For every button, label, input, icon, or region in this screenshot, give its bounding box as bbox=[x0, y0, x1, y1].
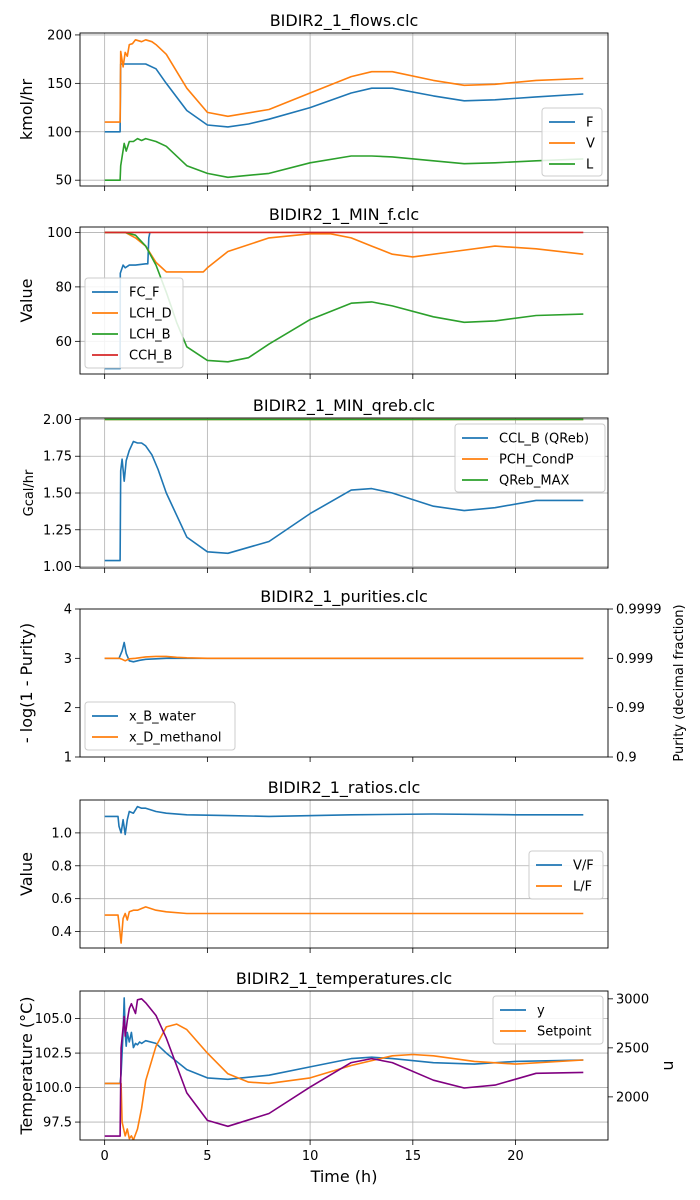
y-axis-label: Value bbox=[17, 279, 36, 323]
subplot-2: 60 80 100 BIDIR2_1_MIN_f.clc Value FC_F LCH_D L… bbox=[17, 205, 609, 379]
y-tick-label: 4 bbox=[64, 603, 72, 618]
y-right-tick-label: 0.99 bbox=[616, 701, 645, 716]
axes-frame bbox=[79, 990, 609, 1141]
subplot-4: 1 2 3 4 0.9 0.99 0.999 0.9999 BIDIR2_1_purities.… bbox=[17, 587, 687, 766]
axes-frame bbox=[79, 417, 609, 569]
legend-entry-label: L/F bbox=[573, 880, 592, 895]
subplot-6: 0 5 10 15 20 97.5 100.0 102.5 105.0 2000 2500 3000 B… bbox=[17, 969, 677, 1186]
legend-entry-label: FC_F bbox=[129, 286, 160, 301]
series-line-u bbox=[104, 997, 584, 1137]
subplot-title: BIDIR2_1_ratios.clc bbox=[268, 778, 421, 798]
y-tick-label: 100.0 bbox=[35, 1081, 72, 1096]
subplot-3: 1.00 1.25 1.50 1.75 2.00 BIDIR2_1_MIN_qreb.cl… bbox=[22, 396, 609, 575]
y-axis-right-label: u bbox=[658, 1060, 677, 1070]
legend-entry-label: L bbox=[586, 158, 594, 173]
y-tick-label: 2 bbox=[64, 701, 72, 716]
series-line-v bbox=[104, 38, 584, 123]
series-line-x-d-methanol bbox=[104, 655, 584, 662]
y-tick-label: 1 bbox=[64, 751, 72, 766]
y-right-tick-label: 0.9 bbox=[616, 751, 637, 766]
y-axis-label: Gcal/hr bbox=[22, 469, 37, 516]
x-tick-label: 15 bbox=[405, 1149, 422, 1164]
legend-entry-label: Setpoint bbox=[537, 1025, 592, 1040]
subplot-5: 0.4 0.6 0.8 1.0 BIDIR2_1_ratios.clc Value V/F L… bbox=[17, 778, 609, 953]
y-tick-label: 0.8 bbox=[51, 859, 72, 874]
y-tick-label: 150 bbox=[47, 77, 72, 92]
y-tick-label: 97.5 bbox=[43, 1116, 72, 1131]
legend-entry-label: F bbox=[586, 116, 593, 131]
subplot-title: BIDIR2_1_temperatures.clc bbox=[236, 969, 452, 989]
legend-entry-label: LCH_B bbox=[129, 328, 171, 343]
y-tick-label: 80 bbox=[55, 280, 72, 295]
axes-frame bbox=[79, 799, 609, 949]
y-right-tick-label: 0.999 bbox=[616, 652, 653, 667]
series-line-v-f bbox=[104, 805, 584, 836]
y-axis-label: kmol/hr bbox=[17, 78, 36, 140]
y-axis-label: Temperature (°C) bbox=[17, 996, 36, 1135]
legend-entry-label: LCH_D bbox=[129, 307, 172, 322]
x-tick-label: 5 bbox=[203, 1149, 211, 1164]
y-tick-label: 2.00 bbox=[43, 413, 72, 428]
y-tick-label: 1.75 bbox=[43, 450, 72, 465]
x-tick-label: 10 bbox=[302, 1149, 319, 1164]
subplot-title: BIDIR2_1_flows.clc bbox=[270, 11, 419, 31]
y-tick-label: 100 bbox=[47, 226, 72, 241]
y-axis-label: Value bbox=[17, 852, 36, 896]
y-axis-label: - log(1 - Purity) bbox=[17, 623, 36, 743]
legend: FC_F LCH_D LCH_B CCH_B bbox=[84, 277, 184, 369]
legend-entry-label: PCH_CondP bbox=[499, 453, 574, 468]
subplot-title: BIDIR2_1_purities.clc bbox=[260, 587, 428, 607]
axes-frame bbox=[79, 226, 609, 375]
axes-frame bbox=[79, 608, 609, 758]
series-line-l-f bbox=[104, 906, 584, 944]
legend: FVL bbox=[541, 107, 603, 177]
series-line-ccl-b-qreb- bbox=[104, 440, 584, 562]
y-tick-label: 3 bbox=[64, 652, 72, 667]
x-tick-label: 0 bbox=[101, 1149, 109, 1164]
y-tick-label: 100 bbox=[47, 125, 72, 140]
y-right-tick-label: 0.9999 bbox=[616, 603, 662, 618]
y-tick-label: 1.00 bbox=[43, 560, 72, 575]
legend: CCL_B (QReb) PCH_CondP QReb_MAX bbox=[454, 423, 606, 493]
subplot-title: BIDIR2_1_MIN_f.clc bbox=[269, 205, 419, 225]
legend-entry-label: CCL_B (QReb) bbox=[499, 432, 589, 447]
y-right-tick-label: 3000 bbox=[616, 992, 649, 1007]
y-tick-label: 102.5 bbox=[35, 1047, 72, 1062]
y-tick-label: 1.0 bbox=[51, 826, 72, 841]
y-axis-right-label: Purity (decimal fraction) bbox=[672, 604, 687, 761]
subplot-title: BIDIR2_1_MIN_qreb.clc bbox=[253, 396, 435, 416]
y-tick-label: 200 bbox=[47, 28, 72, 43]
y-tick-label: 60 bbox=[55, 335, 72, 350]
legend-entry-label: y bbox=[537, 1004, 545, 1019]
legend: y Setpoint bbox=[492, 995, 604, 1045]
y-tick-label: 0.6 bbox=[51, 892, 72, 907]
y-right-tick-label: 2500 bbox=[616, 1041, 649, 1056]
y-tick-label: 1.25 bbox=[43, 523, 72, 538]
legend: x_B_water x_D_methanol bbox=[84, 701, 236, 751]
legend: V/F L/F bbox=[528, 850, 604, 900]
x-axis-label: Time (h) bbox=[310, 1167, 378, 1186]
legend-entry-label: x_B_water bbox=[129, 710, 196, 725]
legend-entry-label: V/F bbox=[573, 859, 594, 874]
y-tick-label: 50 bbox=[55, 174, 72, 189]
legend-entry-label: QReb_MAX bbox=[499, 474, 570, 489]
legend-entry-label: V bbox=[586, 137, 595, 152]
series-line-l bbox=[104, 137, 584, 181]
legend-entry-label: CCH_B bbox=[129, 349, 172, 364]
y-tick-label: 105.0 bbox=[35, 1012, 72, 1027]
series-line-lch-b bbox=[104, 231, 584, 363]
legend-entry-label: x_D_methanol bbox=[129, 731, 221, 746]
axes-frame bbox=[79, 32, 609, 187]
y-tick-label: 0.4 bbox=[51, 925, 72, 940]
y-tick-label: 1.50 bbox=[43, 487, 72, 502]
subplot-1: 50 100 150 200 BIDIR2_1_flows.clc kmol/hr FVL bbox=[17, 11, 609, 191]
series-line-f bbox=[104, 63, 584, 133]
series-line-setpoint bbox=[104, 1023, 584, 1140]
y-right-tick-label: 2000 bbox=[616, 1090, 649, 1105]
x-tick-label: 20 bbox=[507, 1149, 524, 1164]
